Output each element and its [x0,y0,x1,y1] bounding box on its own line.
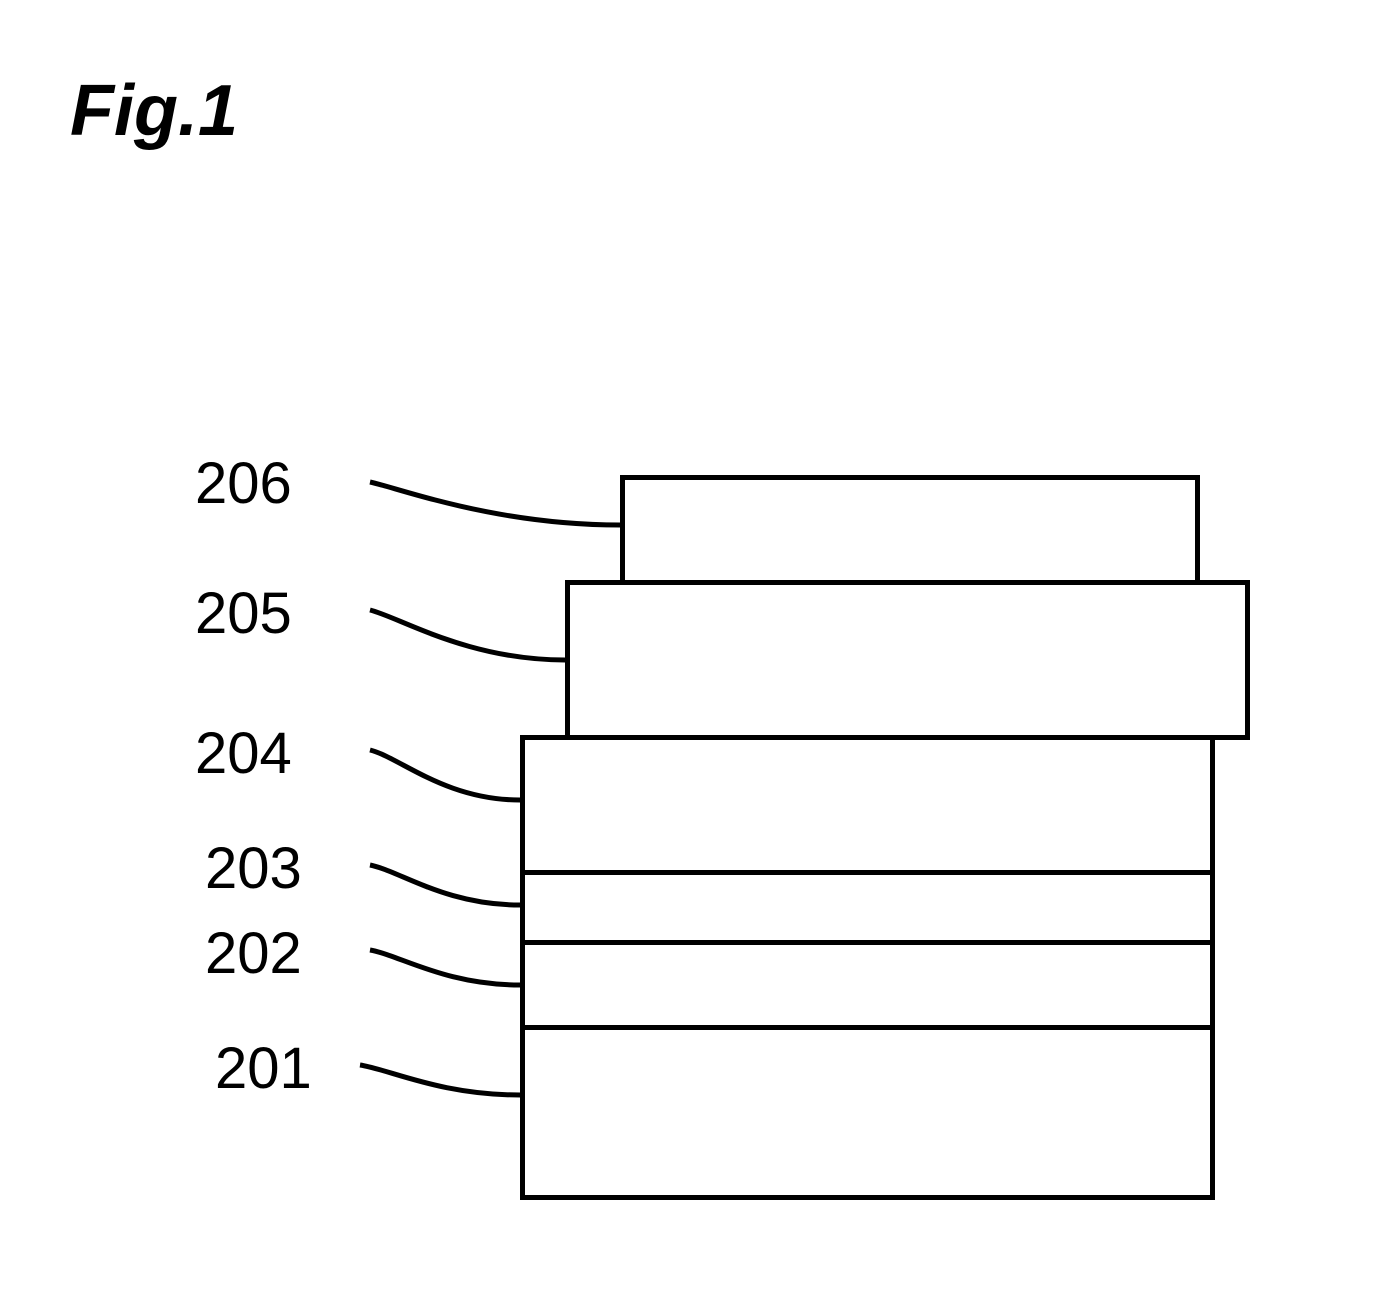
layer-202-label: 202 [205,920,302,987]
layer-204 [520,735,1215,875]
layer-203-label: 203 [205,835,302,902]
layer-205-label: 205 [195,580,292,647]
layer-206-label: 206 [195,450,292,517]
layer-204-leader [370,750,520,800]
layer-201-label: 201 [215,1035,312,1102]
layer-203-leader [370,865,520,905]
layer-206 [620,475,1200,585]
layer-206-leader [370,482,620,525]
layer-201-leader [360,1065,520,1095]
layer-201 [520,1025,1215,1200]
figure-title: Fig.1 [70,70,238,152]
layer-202-leader [370,950,520,985]
layer-202 [520,940,1215,1030]
layer-204-label: 204 [195,720,292,787]
layer-203 [520,870,1215,945]
layer-205 [565,580,1250,740]
layer-205-leader [370,610,565,660]
